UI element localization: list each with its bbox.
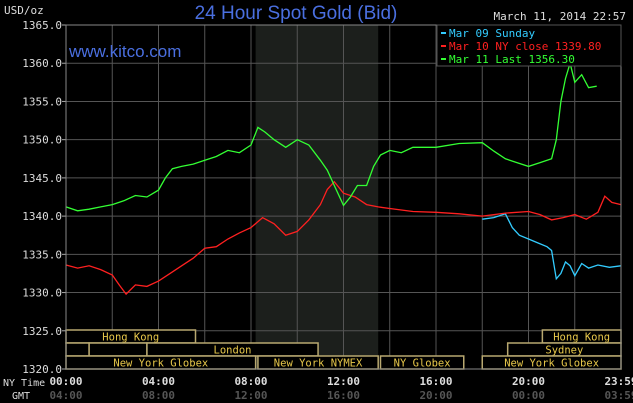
y-tick-label: 1350.0 xyxy=(22,134,62,147)
session-label: Hong Kong xyxy=(553,332,610,344)
series-line-2 xyxy=(65,60,597,212)
kitco-watermark[interactable]: www.kitco.com xyxy=(68,42,181,61)
session-label: London xyxy=(214,345,252,357)
y-tick-label: 1325.0 xyxy=(22,325,62,338)
x-tick-label-ny: 08:00 xyxy=(234,375,267,388)
x-tick-label-gmt: 16:00 xyxy=(327,389,360,402)
x-tick-label-gmt: 00:00 xyxy=(512,389,545,402)
x-axis-gmt-label: GMT xyxy=(12,391,30,402)
plot-border xyxy=(65,24,622,370)
x-tick-label-gmt: 12:00 xyxy=(234,389,267,402)
x-tick-label-ny: 23:59 xyxy=(604,375,633,388)
series-line-1 xyxy=(65,180,621,296)
legend-entry: Mar 10 NY close 1339.80 xyxy=(449,40,601,53)
y-tick-label: 1320.0 xyxy=(22,363,62,376)
x-tick-label-gmt: 04:00 xyxy=(49,389,82,402)
x-tick-label-gmt: 20:00 xyxy=(419,389,452,402)
session-label: Hong Kong xyxy=(102,332,159,344)
x-tick-label-ny: 12:00 xyxy=(327,375,360,388)
x-tick-label-gmt: 03:59 xyxy=(604,389,633,402)
chart-timestamp: March 11, 2014 22:57 xyxy=(494,10,626,23)
session-label: New York NYMEX xyxy=(274,358,363,370)
session-bar xyxy=(65,342,90,357)
legend-box xyxy=(436,24,622,67)
x-tick-label-gmt: 08:00 xyxy=(142,389,175,402)
nymex-shaded-region xyxy=(255,25,379,369)
y-tick-label: 1365.0 xyxy=(22,19,62,32)
session-label: New York Globex xyxy=(113,358,208,370)
y-tick-label: 1335.0 xyxy=(22,248,62,261)
x-tick-label-ny: 00:00 xyxy=(49,375,82,388)
session-label: NY Globex xyxy=(394,358,451,370)
session-label: New York Globex xyxy=(504,358,599,370)
x-tick-label-ny: 16:00 xyxy=(419,375,452,388)
y-tick-label: 1355.0 xyxy=(22,95,62,108)
y-tick-label: 1360.0 xyxy=(22,57,62,70)
legend-entry: Mar 11 Last 1356.30 xyxy=(449,53,575,66)
session-bar xyxy=(88,342,148,357)
x-axis-ny-label: NY Time xyxy=(3,378,45,389)
y-tick-label: 1330.0 xyxy=(22,287,62,300)
series-line-0 xyxy=(482,213,621,281)
chart-title: 24 Hour Spot Gold (Bid) xyxy=(195,3,398,24)
legend-entry: Mar 09 Sunday xyxy=(449,27,535,40)
y-axis-unit: USD/oz xyxy=(4,4,44,17)
session-label: Sydney xyxy=(545,345,583,357)
y-tick-label: 1345.0 xyxy=(22,172,62,185)
x-tick-label-ny: 04:00 xyxy=(142,375,175,388)
y-tick-label: 1340.0 xyxy=(22,210,62,223)
x-tick-label-ny: 20:00 xyxy=(512,375,545,388)
